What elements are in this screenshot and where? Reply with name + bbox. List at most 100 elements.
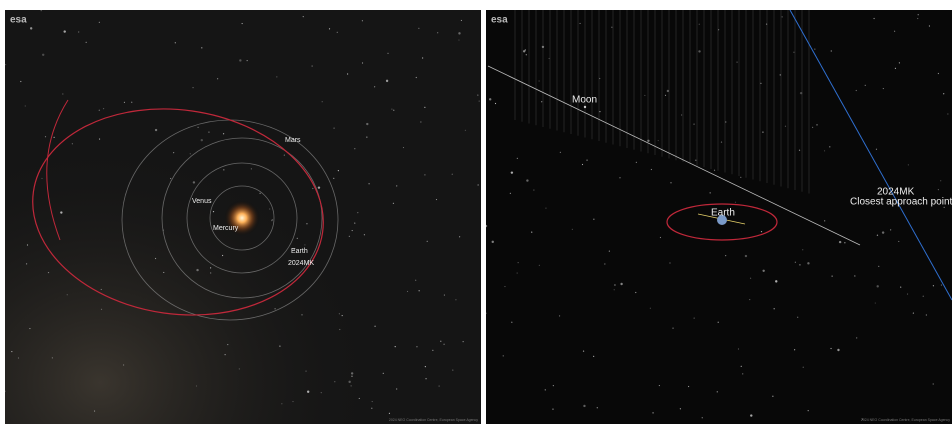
star <box>78 31 79 32</box>
star <box>933 383 934 384</box>
star <box>420 121 421 122</box>
star <box>669 262 670 263</box>
star <box>878 266 879 267</box>
star <box>898 241 899 242</box>
star <box>274 308 275 309</box>
star <box>371 408 372 409</box>
star <box>597 407 598 408</box>
star <box>856 337 857 338</box>
star <box>239 368 240 369</box>
star <box>18 357 19 358</box>
star <box>702 417 703 418</box>
star <box>593 219 594 220</box>
star <box>651 169 652 170</box>
star <box>539 265 540 266</box>
star <box>416 77 417 78</box>
star <box>437 32 438 33</box>
star <box>272 219 273 220</box>
logo: esa <box>491 15 508 26</box>
star <box>99 110 100 111</box>
star <box>342 315 343 316</box>
star <box>27 244 28 245</box>
star <box>545 208 546 209</box>
star <box>52 357 53 358</box>
star <box>725 255 726 256</box>
star <box>395 346 396 347</box>
star <box>940 180 941 181</box>
star <box>873 18 874 19</box>
star <box>41 10 42 11</box>
star <box>740 177 741 178</box>
star <box>123 364 124 365</box>
star <box>393 203 394 204</box>
star <box>349 236 350 237</box>
star <box>465 130 466 131</box>
star <box>225 354 226 355</box>
star <box>695 160 696 161</box>
star <box>736 62 737 63</box>
star <box>681 114 682 115</box>
star <box>775 280 777 282</box>
logo: esa <box>10 15 27 26</box>
star <box>94 410 95 411</box>
star <box>802 249 803 250</box>
star <box>242 23 243 24</box>
star <box>11 351 12 352</box>
star <box>458 32 460 34</box>
star <box>329 28 330 29</box>
star <box>877 285 879 287</box>
star <box>416 346 417 347</box>
star <box>210 272 211 273</box>
star <box>619 177 620 178</box>
star <box>210 267 211 268</box>
star <box>808 410 809 411</box>
credit: 2024 NEO Coordination Centre, European S… <box>861 418 950 422</box>
star <box>383 373 384 374</box>
star <box>710 192 711 193</box>
star <box>658 140 659 141</box>
star <box>424 174 425 175</box>
star <box>620 283 622 285</box>
star <box>352 230 353 231</box>
star <box>807 262 809 264</box>
star <box>101 289 102 290</box>
star <box>432 350 433 351</box>
star <box>297 238 298 239</box>
star <box>101 309 102 310</box>
star <box>196 269 198 271</box>
star <box>424 107 425 108</box>
star <box>463 341 464 342</box>
star <box>124 102 125 103</box>
star <box>824 150 825 151</box>
star <box>25 105 26 106</box>
star <box>281 403 282 404</box>
label: Earth <box>711 208 735 219</box>
star <box>941 284 942 285</box>
star <box>459 236 460 237</box>
star <box>839 241 841 243</box>
star <box>761 231 762 232</box>
star <box>170 178 171 179</box>
star <box>531 232 532 233</box>
star <box>489 98 491 100</box>
star <box>389 413 390 414</box>
star <box>366 137 367 138</box>
star <box>155 129 157 131</box>
star <box>510 193 511 194</box>
star <box>829 146 830 147</box>
star <box>444 294 445 295</box>
star <box>155 258 156 259</box>
star <box>239 59 241 61</box>
star <box>693 124 694 125</box>
star <box>368 183 369 184</box>
star <box>29 328 30 329</box>
label: Moon <box>572 95 597 106</box>
star <box>279 346 280 347</box>
star <box>222 255 223 256</box>
star <box>338 170 339 171</box>
star <box>793 52 794 53</box>
star <box>54 137 55 138</box>
star <box>947 113 948 114</box>
star <box>688 386 689 387</box>
star <box>933 285 934 286</box>
